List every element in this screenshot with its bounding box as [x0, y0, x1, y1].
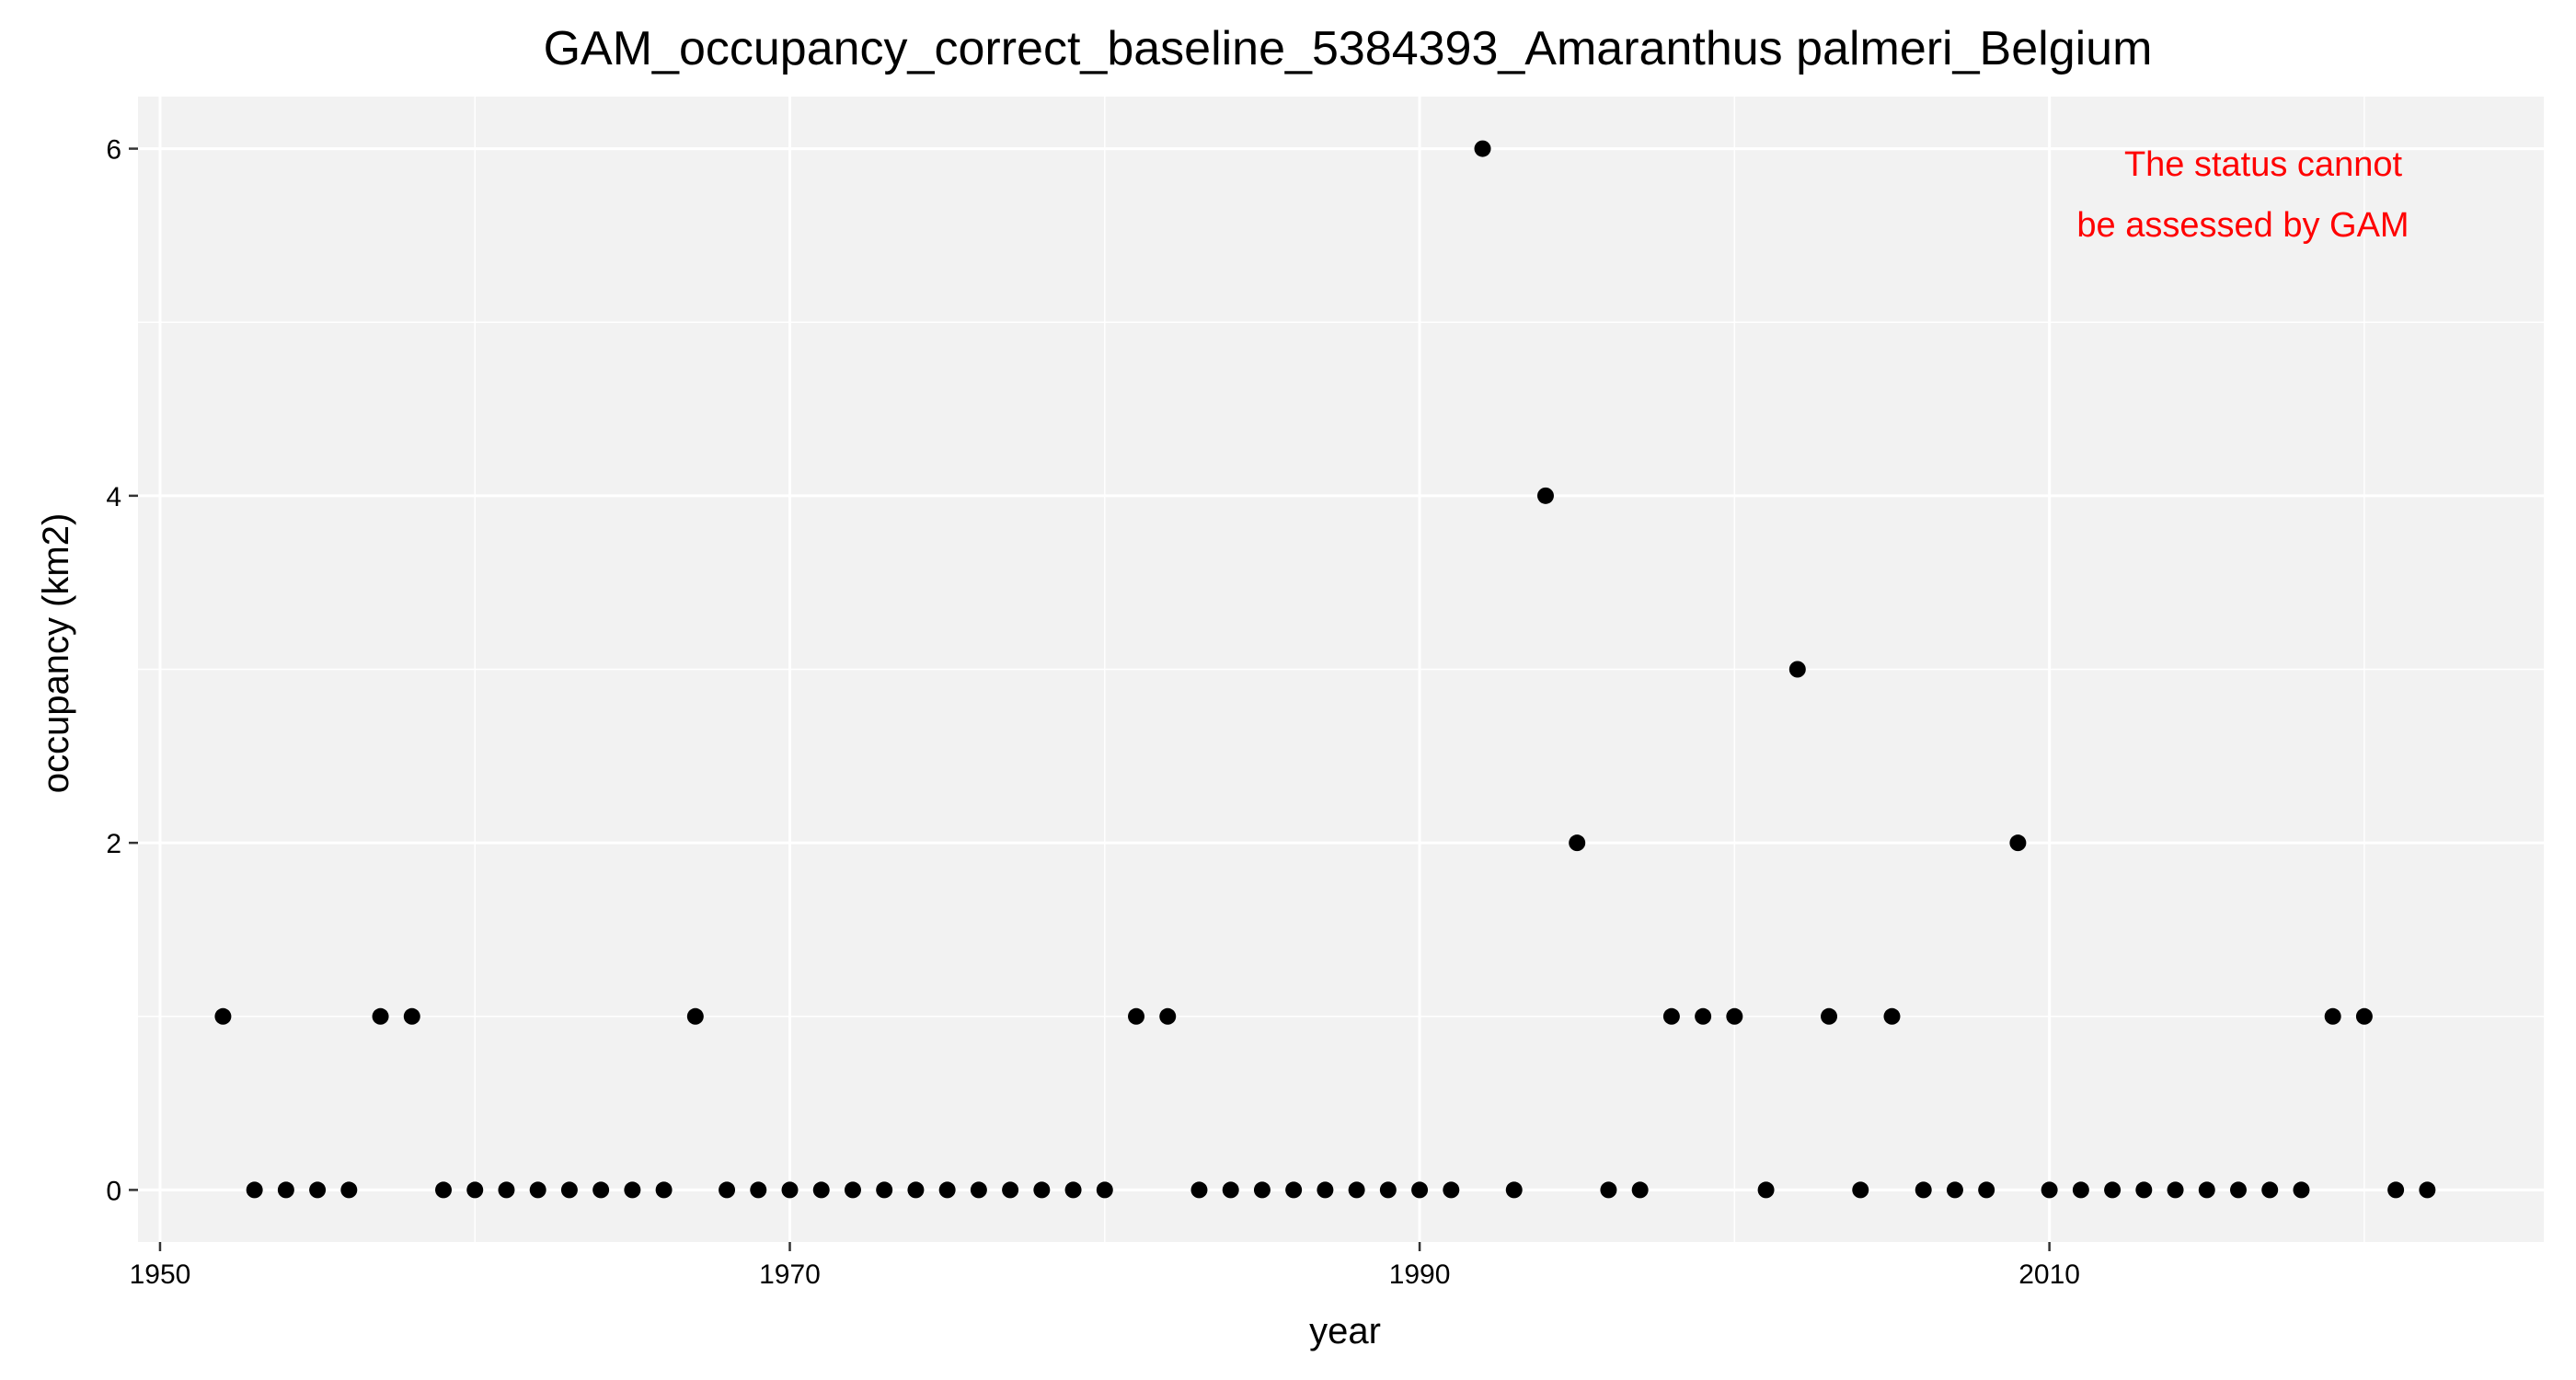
- x-tick-label: 1970: [759, 1259, 821, 1290]
- data-points: [214, 140, 2436, 1199]
- data-point: [1411, 1181, 1429, 1199]
- data-point: [1474, 140, 1491, 157]
- data-point: [1536, 487, 1554, 504]
- data-point: [1788, 661, 1806, 678]
- y-tick-label: 4: [106, 482, 121, 512]
- y-tick-label: 0: [106, 1176, 121, 1206]
- data-point: [214, 1007, 232, 1025]
- data-point: [435, 1181, 453, 1199]
- data-point: [1443, 1181, 1460, 1199]
- data-point: [907, 1181, 925, 1199]
- grid-lines: [138, 97, 2544, 1242]
- data-point: [2072, 1181, 2089, 1199]
- data-point: [340, 1181, 358, 1199]
- data-point: [2419, 1181, 2436, 1199]
- data-point: [655, 1181, 673, 1199]
- data-point: [1695, 1007, 1712, 1025]
- data-point: [2324, 1007, 2341, 1025]
- y-axis-title: occupancy (km2): [36, 513, 76, 794]
- data-point: [876, 1181, 893, 1199]
- data-point: [1915, 1181, 1932, 1199]
- data-point: [372, 1007, 389, 1025]
- data-point: [938, 1181, 956, 1199]
- data-point: [2167, 1181, 2184, 1199]
- data-point: [2355, 1007, 2373, 1025]
- data-point: [1222, 1181, 1239, 1199]
- data-point: [560, 1181, 578, 1199]
- data-point: [1662, 1007, 1680, 1025]
- x-tick-label: 1990: [1389, 1259, 1451, 1290]
- data-point: [1253, 1181, 1271, 1199]
- data-point: [781, 1181, 799, 1199]
- data-point: [1096, 1181, 1113, 1199]
- data-point: [750, 1181, 767, 1199]
- data-point: [1852, 1181, 1869, 1199]
- data-point: [1379, 1181, 1397, 1199]
- data-point: [1317, 1181, 1334, 1199]
- data-point: [2293, 1181, 2310, 1199]
- data-point: [2104, 1181, 2122, 1199]
- data-point: [1064, 1181, 1082, 1199]
- status-annotation: The status cannot be assessed by GAM: [2076, 145, 2409, 245]
- chart-title: GAM_occupancy_correct_baseline_5384393_A…: [544, 22, 2153, 75]
- data-point: [1505, 1181, 1523, 1199]
- x-tick-label: 1950: [130, 1259, 191, 1290]
- data-point: [2387, 1181, 2405, 1199]
- data-point: [812, 1181, 830, 1199]
- data-point: [1159, 1007, 1177, 1025]
- data-point: [1600, 1181, 1617, 1199]
- data-point: [1631, 1181, 1649, 1199]
- annotation-line-1: The status cannot: [2124, 145, 2403, 184]
- data-point: [1821, 1007, 1838, 1025]
- data-point: [2229, 1181, 2247, 1199]
- data-point: [1883, 1007, 1901, 1025]
- data-point: [1946, 1181, 1963, 1199]
- data-point: [2041, 1181, 2058, 1199]
- data-point: [1348, 1181, 1365, 1199]
- data-point: [1726, 1007, 1743, 1025]
- data-point: [592, 1181, 610, 1199]
- data-point: [1757, 1181, 1775, 1199]
- data-point: [686, 1007, 704, 1025]
- data-point: [1128, 1007, 1145, 1025]
- data-point: [2261, 1181, 2279, 1199]
- data-point: [2198, 1181, 2215, 1199]
- data-point: [1190, 1181, 1208, 1199]
- annotation-line-2: be assessed by GAM: [2076, 206, 2409, 245]
- data-point: [1978, 1181, 1995, 1199]
- data-point: [466, 1181, 484, 1199]
- data-point: [1285, 1181, 1303, 1199]
- data-point: [1569, 834, 1586, 852]
- axes: 1950 1970 1990 2010 0 2 4 6: [106, 135, 2080, 1290]
- data-point: [246, 1181, 263, 1199]
- data-point: [2135, 1181, 2153, 1199]
- data-point: [277, 1181, 294, 1199]
- data-point: [2009, 834, 2027, 852]
- y-tick-label: 6: [106, 135, 121, 166]
- data-point: [1033, 1181, 1051, 1199]
- data-point: [719, 1181, 736, 1199]
- data-point: [309, 1181, 327, 1199]
- data-point: [403, 1007, 420, 1025]
- data-point: [844, 1181, 861, 1199]
- data-point: [624, 1181, 641, 1199]
- data-point: [498, 1181, 515, 1199]
- data-point: [970, 1181, 987, 1199]
- data-point: [1002, 1181, 1019, 1199]
- x-tick-label: 2010: [2018, 1259, 2080, 1290]
- y-tick-label: 2: [106, 829, 121, 859]
- data-point: [529, 1181, 546, 1199]
- x-axis-title: year: [1309, 1311, 1381, 1351]
